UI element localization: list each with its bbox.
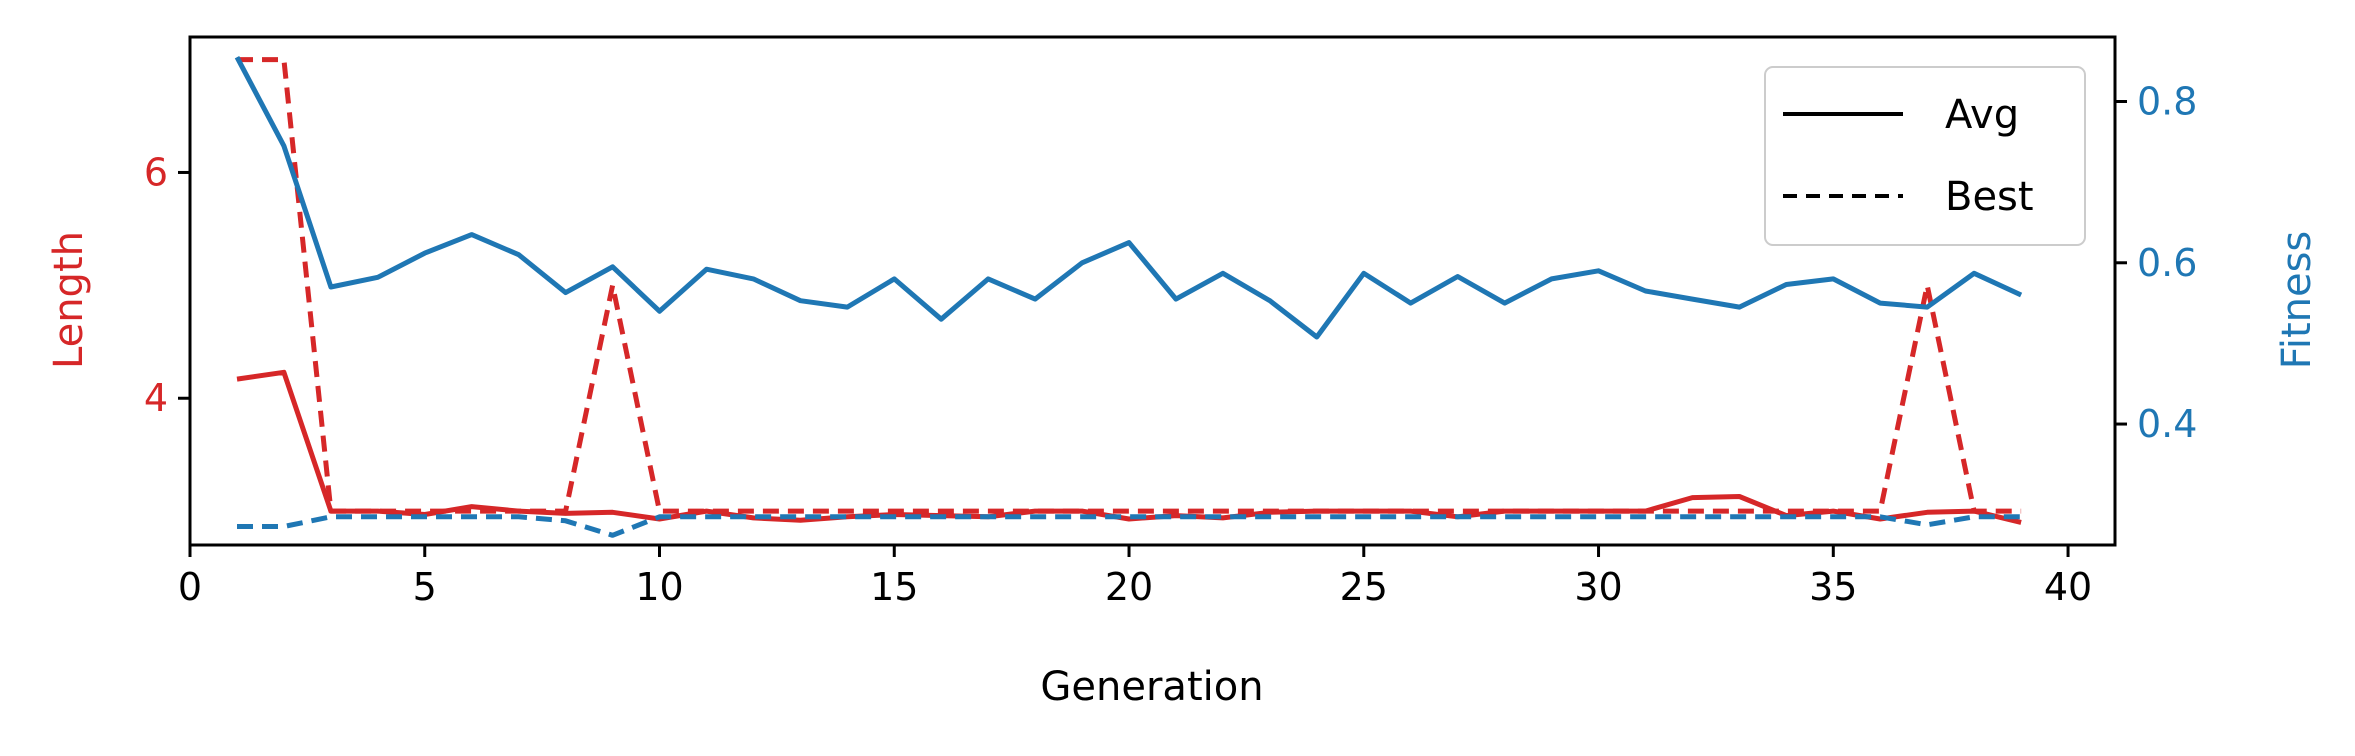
- left-y-axis-label: Length: [46, 231, 92, 369]
- series-line-length-best: [237, 57, 2022, 514]
- x-tick-label: 10: [635, 565, 683, 609]
- x-axis-label: Generation: [1040, 664, 1263, 710]
- x-tick-label: 20: [1105, 565, 1153, 609]
- x-tick-label: 15: [870, 565, 918, 609]
- series-line-fitness-avg: [234, 56, 2023, 340]
- x-tick-label: 0: [178, 565, 202, 609]
- series-layer: [234, 56, 2023, 538]
- x-axis-ticks: 0 5 10 15 20 25 30 35 40: [178, 545, 2092, 609]
- legend: Avg Best: [1764, 66, 2086, 246]
- plot-frame: [188, 35, 2117, 547]
- left-y-tick-label: 6: [144, 150, 168, 194]
- legend-box: [1764, 66, 2086, 246]
- left-y-axis-ticks: 46: [144, 150, 190, 420]
- right-y-tick-label: 0.4: [2137, 402, 2197, 446]
- left-y-tick-label: 4: [144, 376, 168, 420]
- right-y-axis-label: Fitness: [2274, 231, 2320, 370]
- legend-avg-label: Avg: [1945, 92, 2019, 138]
- x-tick-label: 5: [413, 565, 437, 609]
- legend-best-label: Best: [1945, 174, 2034, 220]
- right-y-axis-ticks: 0.4 0.6 0.8: [2115, 80, 2197, 446]
- x-tick-label: 25: [1340, 565, 1388, 609]
- x-tick-label: 35: [1809, 565, 1857, 609]
- right-y-tick-label: 0.8: [2137, 80, 2197, 124]
- x-tick-label: 30: [1574, 565, 1622, 609]
- x-tick-label: 40: [2044, 565, 2092, 609]
- series-line-length-avg: [236, 369, 2022, 525]
- right-y-tick-label: 0.6: [2137, 241, 2197, 285]
